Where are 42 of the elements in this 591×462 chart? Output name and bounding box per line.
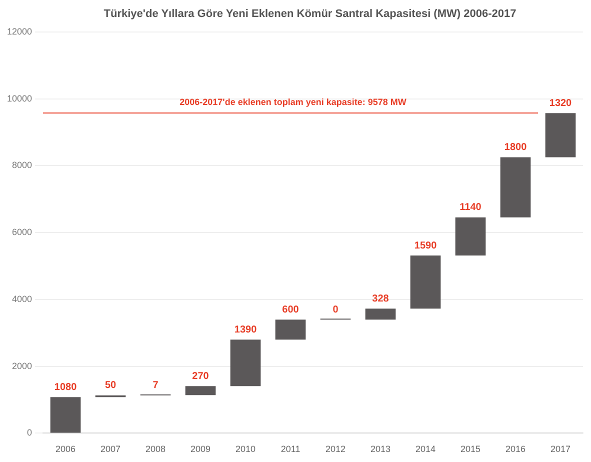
y-tick-label: 4000 xyxy=(12,294,32,304)
x-tick-label: 2007 xyxy=(100,444,121,454)
data-label: 7 xyxy=(152,380,159,391)
x-tick-label: 2016 xyxy=(505,444,526,454)
x-tick-label: 2014 xyxy=(415,444,436,454)
bar xyxy=(230,340,261,386)
y-tick-label: 6000 xyxy=(12,227,32,238)
data-label: 270 xyxy=(192,370,210,382)
x-tick-label: 2015 xyxy=(460,444,481,454)
data-label: 50 xyxy=(104,380,117,392)
data-label: 1390 xyxy=(234,324,258,336)
y-tick-label: 8000 xyxy=(12,160,32,170)
y-tick-label: 12000 xyxy=(6,26,32,36)
chart-title: Türkiye'de Yıllara Göre Yeni Eklenen Kömür Santral Kapasitesi (MW) 2006-2017 xyxy=(102,8,518,20)
data-label: 1140 xyxy=(460,202,482,214)
bar xyxy=(500,157,531,218)
data-label: 1080 xyxy=(54,382,78,393)
x-tick-label: 2011 xyxy=(280,444,300,454)
bar xyxy=(455,217,486,256)
data-label: 0 xyxy=(332,304,339,316)
x-tick-label: 2006 xyxy=(56,444,76,454)
bar xyxy=(545,113,576,158)
x-tick-label: 2013 xyxy=(370,444,391,454)
y-tick-label: 0 xyxy=(27,428,32,438)
bar xyxy=(365,308,396,320)
y-tick-label: 2000 xyxy=(12,360,32,371)
x-tick-label: 2010 xyxy=(236,444,256,454)
x-tick-label: 2012 xyxy=(325,444,346,454)
y-tick-label: 10000 xyxy=(6,93,32,104)
bar xyxy=(410,256,441,309)
bar xyxy=(275,320,306,340)
data-label: 328 xyxy=(372,293,390,304)
bar xyxy=(50,397,81,433)
x-tick-label: 2017 xyxy=(550,444,571,454)
bar xyxy=(185,386,216,396)
ref-line-label: 2006-2017'de eklenen toplam yeni kapasite: 9578 MW xyxy=(180,96,407,107)
data-label: 1590 xyxy=(414,240,438,252)
data-label: 1800 xyxy=(504,142,528,153)
x-tick-label: 2008 xyxy=(146,444,166,454)
data-label: 1320 xyxy=(549,98,572,109)
data-label: 600 xyxy=(282,304,300,316)
x-tick-label: 2009 xyxy=(190,444,211,454)
